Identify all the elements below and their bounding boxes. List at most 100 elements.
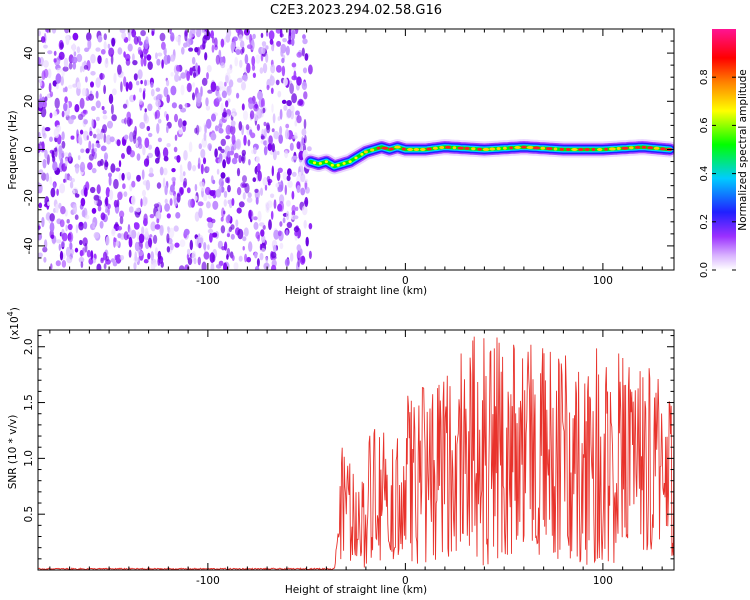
noise-speckle — [223, 190, 228, 198]
noise-speckle — [215, 54, 220, 65]
noise-speckle — [220, 216, 224, 222]
noise-speckle — [95, 90, 99, 99]
track-peak — [653, 146, 660, 150]
noise-speckle — [87, 38, 92, 50]
track-peak — [532, 146, 541, 150]
noise-speckle — [163, 167, 168, 176]
noise-speckle — [261, 46, 266, 55]
noise-speckle — [260, 135, 265, 140]
noise-speckle — [61, 131, 65, 141]
noise-speckle — [194, 195, 198, 201]
noise-speckle — [60, 206, 66, 215]
track-peak — [584, 148, 590, 151]
noise-speckle — [109, 136, 115, 143]
noise-speckle — [289, 142, 294, 151]
snr-ticks: -100 0 100 0.5 1.0 1.5 2.0 — [23, 330, 674, 587]
noise-speckle — [207, 244, 210, 251]
noise-speckle — [83, 65, 89, 70]
noise-speckle — [43, 60, 49, 68]
noise-speckle — [195, 29, 202, 38]
noise-speckle — [38, 169, 44, 176]
noise-speckle — [166, 213, 171, 219]
y-tick-label: 0.5 — [23, 506, 35, 523]
noise-speckle — [281, 57, 285, 64]
noise-speckle — [157, 150, 161, 161]
noise-speckle — [110, 163, 116, 173]
noise-speckle — [156, 93, 163, 100]
noise-speckle — [123, 51, 126, 58]
noise-speckle — [80, 197, 86, 207]
noise-speckle — [214, 148, 218, 158]
noise-speckle — [267, 181, 271, 186]
noise-speckle — [56, 188, 59, 196]
noise-speckle — [42, 132, 47, 139]
noise-speckle — [228, 79, 234, 88]
noise-speckle — [295, 206, 299, 211]
noise-speckle — [40, 36, 46, 43]
noise-speckle — [194, 183, 198, 192]
noise-speckle — [168, 29, 172, 35]
noise-speckle — [209, 190, 216, 197]
noise-speckle — [129, 150, 135, 158]
noise-speckle — [277, 116, 281, 121]
noise-speckle — [133, 262, 137, 270]
noise-speckle — [48, 82, 52, 93]
noise-speckle — [279, 108, 283, 120]
noise-speckle — [241, 156, 245, 162]
noise-speckle — [61, 232, 68, 242]
noise-speckle — [276, 40, 282, 47]
noise-speckle — [217, 240, 223, 249]
noise-speckle — [144, 137, 150, 149]
noise-speckle — [68, 234, 72, 241]
noise-speckle — [192, 72, 197, 78]
noise-speckle — [243, 227, 249, 237]
noise-speckle — [91, 106, 96, 111]
noise-speckle — [117, 233, 122, 239]
noise-speckle — [100, 212, 106, 221]
noise-speckle — [179, 187, 184, 195]
noise-speckle — [170, 85, 177, 96]
noise-speckle — [236, 167, 241, 177]
noise-speckle — [53, 110, 58, 117]
track-peak — [432, 146, 438, 150]
noise-speckle — [59, 250, 64, 261]
colorbar-tick-label: 0.2 — [699, 214, 710, 230]
noise-speckle — [141, 169, 145, 180]
noise-speckle — [261, 41, 267, 47]
noise-speckle — [288, 31, 292, 43]
noise-speckle — [239, 59, 243, 68]
noise-speckle — [138, 49, 143, 55]
track-peak — [634, 145, 641, 149]
noise-speckle — [166, 143, 171, 148]
noise-speckle — [90, 53, 96, 64]
noise-speckle — [170, 72, 174, 77]
colorbar-tick-label: 0.8 — [699, 69, 710, 85]
track-peak — [388, 147, 394, 151]
noise-speckle — [253, 146, 257, 155]
noise-speckle — [91, 118, 94, 128]
noise-speckle — [64, 96, 68, 104]
noise-speckle — [265, 256, 269, 265]
noise-speckle — [61, 260, 67, 268]
noise-speckle — [175, 212, 181, 219]
noise-speckle — [187, 199, 193, 208]
noise-speckle — [173, 225, 179, 232]
noise-speckle — [74, 104, 80, 113]
noise-speckle — [50, 187, 56, 198]
noise-speckle — [277, 230, 282, 237]
track-peak — [354, 156, 358, 160]
noise-speckle — [255, 197, 259, 205]
noise-speckle — [133, 73, 138, 81]
noise-speckle — [90, 71, 96, 76]
noise-speckle — [203, 194, 208, 202]
noise-speckle — [117, 64, 122, 75]
noise-speckle — [131, 29, 137, 38]
noise-speckle — [169, 198, 173, 206]
noise-speckle — [41, 70, 46, 80]
noise-speckle — [227, 150, 231, 158]
noise-speckle — [270, 193, 275, 199]
noise-speckle — [187, 161, 192, 171]
noise-speckle — [108, 175, 112, 186]
noise-speckle — [86, 135, 90, 141]
noise-speckle — [220, 62, 226, 69]
